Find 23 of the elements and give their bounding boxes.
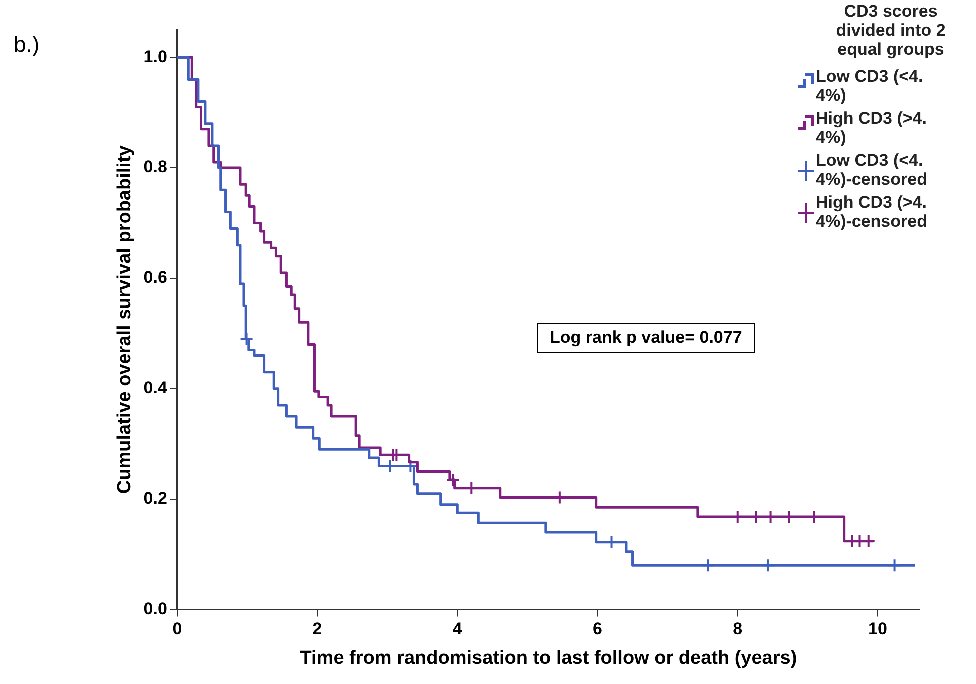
- legend-title: CD3 scores divided into 2 equal groups: [835, 2, 947, 59]
- y-tick-label: 0.6: [144, 268, 168, 288]
- x-axis-title: Time from randomisation to last follow or death (years): [300, 648, 798, 669]
- x-tick-label: 4: [452, 620, 463, 639]
- y-tick-label: 0.8: [144, 158, 168, 177]
- x-tick-label: 6: [593, 620, 602, 639]
- x-tick-label: 10: [868, 620, 888, 639]
- y-tick-label: 0.4: [144, 378, 168, 398]
- x-tick-label: 2: [312, 620, 322, 639]
- legend-label: High CD3 (>4.4%): [816, 109, 928, 147]
- x-tick-label: 8: [733, 620, 743, 639]
- point: [446, 473, 460, 488]
- x-tick-label: 0: [172, 620, 182, 639]
- legend-label: Low CD3 (<4.4%)-censored: [816, 151, 928, 189]
- y-tick-label: 0.0: [144, 599, 168, 618]
- text: b.): [14, 32, 40, 58]
- y-axis-title: Cumulative overall survival probability: [114, 145, 136, 494]
- legend-label: High CD3 (>4.4%)-censored: [816, 193, 928, 231]
- annotation: Log rank p value= 0.077: [537, 323, 756, 353]
- point: [240, 332, 254, 346]
- y-tick-label: 0.2: [144, 489, 168, 508]
- legend-label: Low CD3 (<4.4%): [816, 67, 924, 105]
- y-tick-label: 1.0: [144, 47, 168, 66]
